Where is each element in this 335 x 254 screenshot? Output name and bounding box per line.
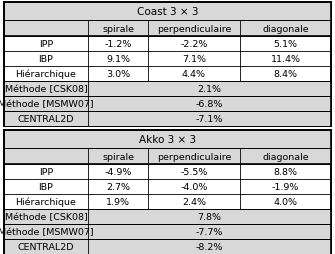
Text: -7.1%: -7.1% bbox=[196, 115, 223, 123]
Text: 5.1%: 5.1% bbox=[273, 40, 297, 49]
Text: CENTRAL2D: CENTRAL2D bbox=[18, 115, 74, 123]
Text: Méthode [MSMW07]: Méthode [MSMW07] bbox=[0, 100, 94, 108]
Bar bbox=[4, 3, 331, 126]
Text: -5.5%: -5.5% bbox=[180, 167, 208, 176]
Text: 2.1%: 2.1% bbox=[198, 85, 221, 94]
Text: diagonale: diagonale bbox=[262, 24, 309, 33]
Text: Hiérarchique: Hiérarchique bbox=[15, 70, 76, 79]
Bar bbox=[4, 112, 331, 126]
Text: perpendiculaire: perpendiculaire bbox=[157, 24, 231, 33]
Text: CENTRAL2D: CENTRAL2D bbox=[18, 242, 74, 251]
Text: Akko 3 × 3: Akko 3 × 3 bbox=[139, 134, 196, 145]
Text: 1.9%: 1.9% bbox=[106, 197, 130, 206]
Text: -6.8%: -6.8% bbox=[196, 100, 223, 108]
Text: Méthode [CSK08]: Méthode [CSK08] bbox=[5, 85, 87, 94]
Text: perpendiculaire: perpendiculaire bbox=[157, 152, 231, 161]
Text: 4.4%: 4.4% bbox=[182, 70, 206, 79]
Text: -8.2%: -8.2% bbox=[196, 242, 223, 251]
Text: 8.8%: 8.8% bbox=[273, 167, 297, 176]
Text: -1.2%: -1.2% bbox=[104, 40, 132, 49]
Text: IPP: IPP bbox=[39, 40, 53, 49]
Bar bbox=[4, 21, 331, 37]
Text: -1.9%: -1.9% bbox=[272, 182, 299, 191]
Text: 2.4%: 2.4% bbox=[182, 197, 206, 206]
Text: IBP: IBP bbox=[39, 182, 54, 191]
Bar bbox=[4, 97, 331, 112]
Bar bbox=[4, 131, 331, 254]
Text: IPP: IPP bbox=[39, 167, 53, 176]
Text: 2.7%: 2.7% bbox=[106, 182, 130, 191]
Text: diagonale: diagonale bbox=[262, 152, 309, 161]
Bar bbox=[4, 148, 331, 164]
Bar bbox=[4, 131, 331, 148]
Text: Coast 3 × 3: Coast 3 × 3 bbox=[137, 7, 198, 17]
Text: -4.9%: -4.9% bbox=[104, 167, 132, 176]
Text: spirale: spirale bbox=[102, 24, 134, 33]
Bar bbox=[4, 82, 331, 97]
Text: Méthode [MSMW07]: Méthode [MSMW07] bbox=[0, 227, 94, 236]
Bar bbox=[4, 209, 331, 224]
Bar bbox=[4, 239, 331, 254]
Text: 11.4%: 11.4% bbox=[270, 55, 300, 64]
Text: 7.1%: 7.1% bbox=[182, 55, 206, 64]
Text: IBP: IBP bbox=[39, 55, 54, 64]
Bar bbox=[4, 224, 331, 239]
Text: 8.4%: 8.4% bbox=[273, 70, 297, 79]
Text: 9.1%: 9.1% bbox=[106, 55, 130, 64]
Text: Méthode [CSK08]: Méthode [CSK08] bbox=[5, 212, 87, 221]
Text: Hiérarchique: Hiérarchique bbox=[15, 197, 76, 207]
Text: -2.2%: -2.2% bbox=[180, 40, 208, 49]
Text: 3.0%: 3.0% bbox=[106, 70, 130, 79]
Text: spirale: spirale bbox=[102, 152, 134, 161]
Text: -4.0%: -4.0% bbox=[180, 182, 208, 191]
Bar bbox=[4, 3, 331, 21]
Text: 4.0%: 4.0% bbox=[273, 197, 297, 206]
Text: -7.7%: -7.7% bbox=[196, 227, 223, 236]
Text: 7.8%: 7.8% bbox=[198, 212, 221, 221]
